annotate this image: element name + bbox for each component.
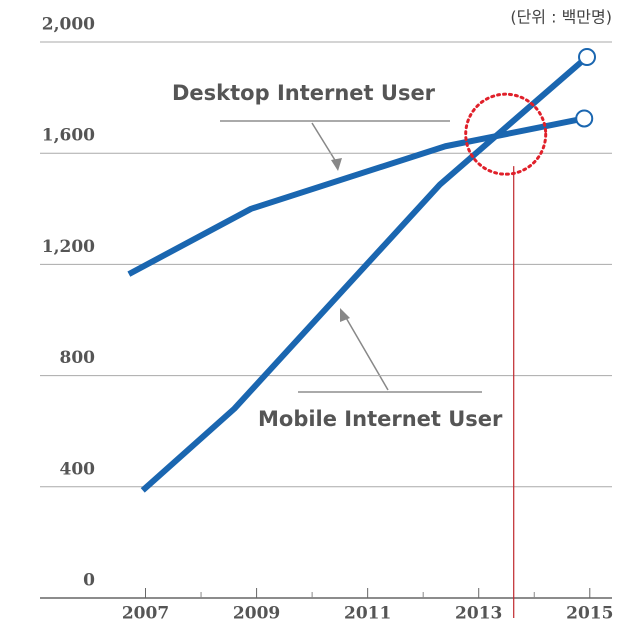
y-tick-label: 400 <box>60 459 96 479</box>
x-tick-label: 2011 <box>344 604 391 624</box>
y-tick-label: 1,200 <box>42 237 95 257</box>
series-label: Mobile Internet User <box>258 407 503 431</box>
y-tick-label: 800 <box>60 348 96 368</box>
annotation-arrow <box>344 315 389 391</box>
series-line <box>127 115 585 277</box>
y-tick-label: 2,000 <box>42 15 95 35</box>
end-marker <box>578 48 597 67</box>
x-tick-label: 2007 <box>122 604 169 624</box>
arrowhead <box>340 308 350 322</box>
y-tick-label: 1,600 <box>42 126 95 146</box>
crossover-circle <box>464 92 548 176</box>
x-tick-label: 2013 <box>455 604 502 624</box>
series-label: Desktop Internet User <box>172 81 436 105</box>
x-tick-label: 2009 <box>233 604 280 624</box>
x-tick-label: 2015 <box>566 604 613 624</box>
end-marker <box>575 109 594 128</box>
series-line <box>140 54 589 493</box>
unit-label: (단위 : 백만명) <box>510 8 612 27</box>
annotation-arrow <box>311 122 339 166</box>
arrowhead <box>331 158 342 171</box>
y-tick-label: 0 <box>83 571 95 591</box>
